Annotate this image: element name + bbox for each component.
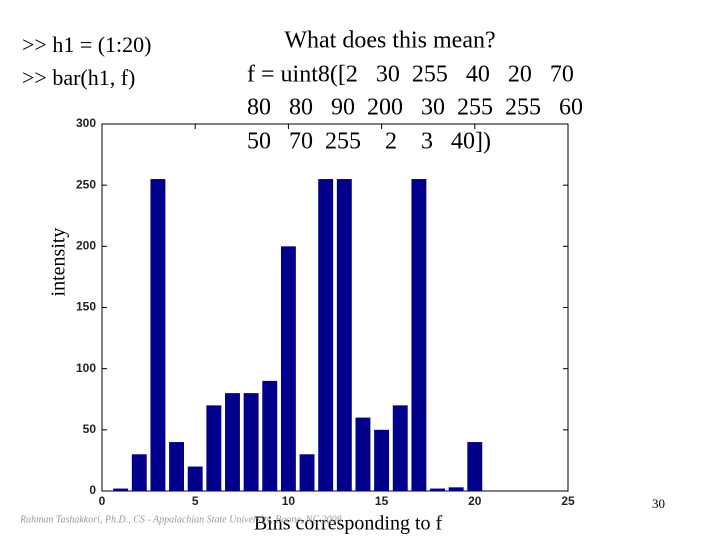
bar — [355, 417, 371, 491]
footer: Rahman Tashakkori, Ph.D., CS - Appalachi… — [19, 514, 342, 525]
y-tick-label: 200 — [76, 239, 96, 253]
statement-line: f = uint8([2 30 255 40 20 70 — [247, 62, 574, 88]
bar — [169, 442, 185, 491]
bar — [262, 380, 278, 491]
bar — [131, 454, 147, 491]
bar — [243, 393, 259, 491]
y-tick-label: 250 — [76, 177, 96, 191]
x-tick-label: 5 — [192, 494, 199, 508]
bar — [336, 179, 352, 492]
bar — [280, 246, 296, 491]
bar — [113, 488, 129, 491]
bar — [187, 466, 203, 491]
plot-frame — [101, 123, 569, 492]
bar — [411, 179, 427, 492]
code-line: >> bar(h1, f) — [22, 65, 135, 90]
bar — [448, 487, 464, 491]
question: What does this mean? — [284, 28, 495, 54]
page-number: 30 — [652, 496, 665, 511]
x-tick-label: 0 — [99, 494, 106, 508]
bar — [206, 405, 222, 491]
x-tick-label: 25 — [561, 494, 575, 508]
bar — [225, 393, 240, 491]
y-tick-label: 50 — [83, 422, 97, 436]
statement-line: 50 70 255 2 3 40]) — [247, 129, 491, 155]
code-line: >> h1 = (1:20) — [22, 32, 152, 57]
bar — [392, 405, 408, 491]
y-axis-label: intensity — [48, 228, 70, 297]
bar — [374, 429, 390, 491]
bar — [299, 454, 315, 491]
y-tick-label: 0 — [89, 483, 96, 497]
bar — [150, 179, 166, 492]
x-tick-label: 10 — [282, 494, 296, 508]
statement-line: 80 80 90 200 30 255 255 60 — [247, 95, 583, 121]
y-tick-label: 300 — [76, 116, 96, 130]
y-tick-label: 100 — [76, 361, 96, 375]
bar — [467, 442, 483, 491]
bar — [318, 179, 334, 492]
bar — [430, 488, 445, 491]
y-tick-label: 150 — [76, 300, 96, 314]
x-tick-label: 20 — [468, 494, 482, 508]
x-tick-label: 15 — [375, 494, 389, 508]
x-axis-label: Bins corresponding to f — [254, 513, 443, 535]
